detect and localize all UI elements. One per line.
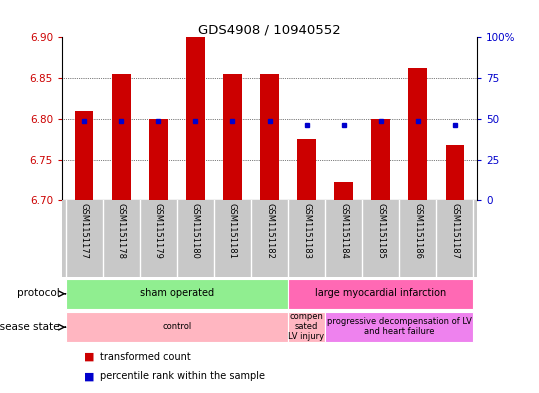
Text: GSM1151187: GSM1151187 <box>450 203 459 259</box>
Bar <box>334 182 353 200</box>
Bar <box>446 145 464 200</box>
Text: compen
sated
LV injury: compen sated LV injury <box>288 312 324 342</box>
Bar <box>298 139 316 200</box>
Text: GSM1151184: GSM1151184 <box>339 203 348 259</box>
Text: ■: ■ <box>84 351 94 362</box>
Text: disease state: disease state <box>0 321 59 332</box>
Text: large myocardial infarction: large myocardial infarction <box>315 288 446 298</box>
Title: GDS4908 / 10940552: GDS4908 / 10940552 <box>198 23 341 36</box>
Bar <box>371 119 390 200</box>
Text: transformed count: transformed count <box>100 351 190 362</box>
FancyBboxPatch shape <box>288 312 325 342</box>
Text: GSM1151186: GSM1151186 <box>413 203 422 259</box>
Text: GSM1151182: GSM1151182 <box>265 203 274 259</box>
Text: GSM1151185: GSM1151185 <box>376 203 385 259</box>
Text: percentile rank within the sample: percentile rank within the sample <box>100 371 265 382</box>
Bar <box>186 37 205 200</box>
Bar <box>260 74 279 200</box>
FancyBboxPatch shape <box>66 279 288 309</box>
FancyBboxPatch shape <box>288 279 473 309</box>
Text: GSM1151178: GSM1151178 <box>117 203 126 259</box>
Bar <box>223 74 241 200</box>
Bar <box>149 119 168 200</box>
Text: GSM1151183: GSM1151183 <box>302 203 311 259</box>
Text: sham operated: sham operated <box>140 288 214 298</box>
FancyBboxPatch shape <box>325 312 473 342</box>
Text: progressive decompensation of LV
and heart failure: progressive decompensation of LV and hea… <box>327 317 472 336</box>
Bar <box>75 111 93 200</box>
Text: GSM1151179: GSM1151179 <box>154 203 163 259</box>
FancyBboxPatch shape <box>66 312 288 342</box>
Bar <box>112 74 130 200</box>
Text: ■: ■ <box>84 371 94 382</box>
Text: protocol: protocol <box>17 288 59 298</box>
Text: GSM1151177: GSM1151177 <box>80 203 89 259</box>
Bar <box>409 68 427 200</box>
Text: control: control <box>162 322 191 331</box>
Text: GSM1151180: GSM1151180 <box>191 203 200 259</box>
Text: GSM1151181: GSM1151181 <box>228 203 237 259</box>
